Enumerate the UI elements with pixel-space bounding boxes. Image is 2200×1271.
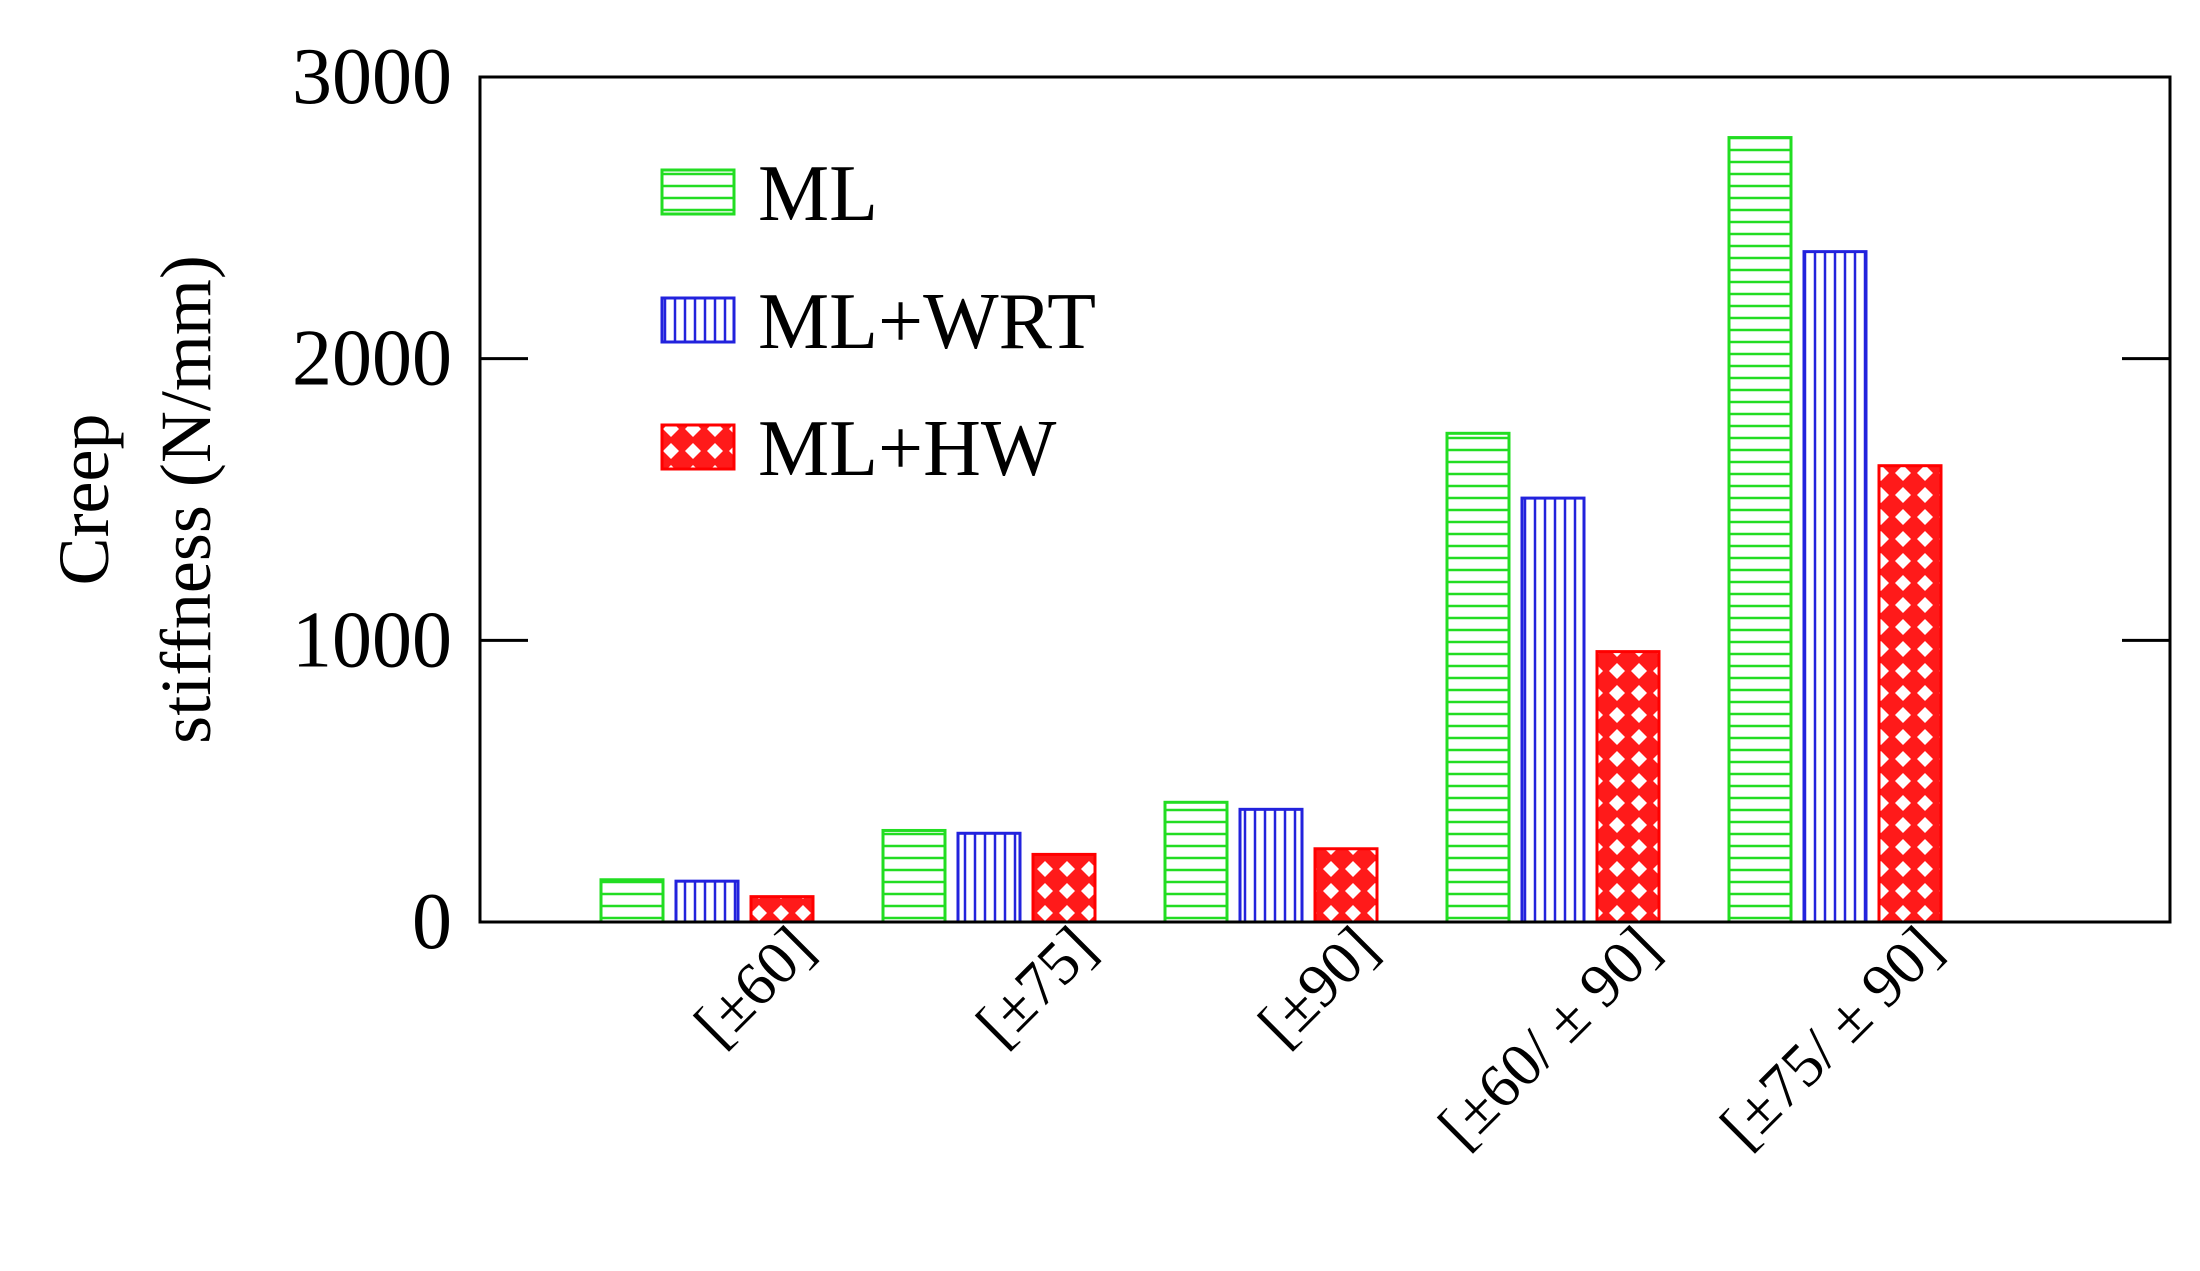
legend-label-1: ML+WRT — [758, 278, 1096, 366]
bar-1-1 — [956, 831, 1022, 924]
bar-3-2 — [1595, 650, 1661, 924]
legend-swatch-2 — [660, 423, 736, 471]
bar-4-1 — [1802, 250, 1868, 924]
bars-layer — [599, 136, 1943, 924]
bar-3-1 — [1520, 496, 1586, 924]
legend-label-2: ML+HW — [758, 405, 1057, 493]
x-tick-label-2: [±90] — [1246, 914, 1391, 1059]
y-axis-title-line-1: Creep — [44, 414, 124, 586]
y-tick-label-1: 1000 — [292, 596, 452, 684]
y-axis-title: Creep stiffness (N/mm) — [44, 255, 226, 744]
legend-label-0: ML — [758, 150, 878, 238]
y-tick-label-3: 3000 — [292, 33, 452, 121]
bar-2-2 — [1313, 847, 1379, 924]
bar-4-0 — [1727, 136, 1793, 924]
x-tick-label-4: [±75/ ± 90] — [1708, 914, 1955, 1161]
bar-1-2 — [1031, 852, 1097, 924]
y-tick-label-0: 0 — [412, 878, 452, 966]
y-tick-label-2: 2000 — [292, 315, 452, 403]
legend-swatch-0 — [660, 168, 736, 216]
bar-1-0 — [881, 828, 947, 924]
bar-2-0 — [1163, 800, 1229, 924]
x-tick-label-3: [±60/ ± 90] — [1426, 914, 1673, 1161]
bar-2-1 — [1238, 807, 1304, 924]
bar-0-0 — [599, 878, 665, 924]
plot-frame — [478, 75, 2172, 924]
y-axis: 0 1000 2000 3000 — [292, 33, 2170, 966]
bar-0-1 — [674, 879, 740, 924]
legend-swatch-1 — [660, 296, 736, 344]
x-tick-label-1: [±75] — [964, 914, 1109, 1059]
bar-3-0 — [1445, 431, 1511, 924]
x-tick-label-0: [±60] — [682, 914, 827, 1059]
y-axis-title-line-2: stiffness (N/mm) — [146, 255, 226, 744]
x-axis: [±60] [±75] [±90] [±60/ ± 90] [±75/ ± 90] — [682, 914, 1955, 1161]
legend: ML ML+WRT ML+HW — [660, 150, 1096, 493]
bar-4-2 — [1877, 464, 1943, 924]
